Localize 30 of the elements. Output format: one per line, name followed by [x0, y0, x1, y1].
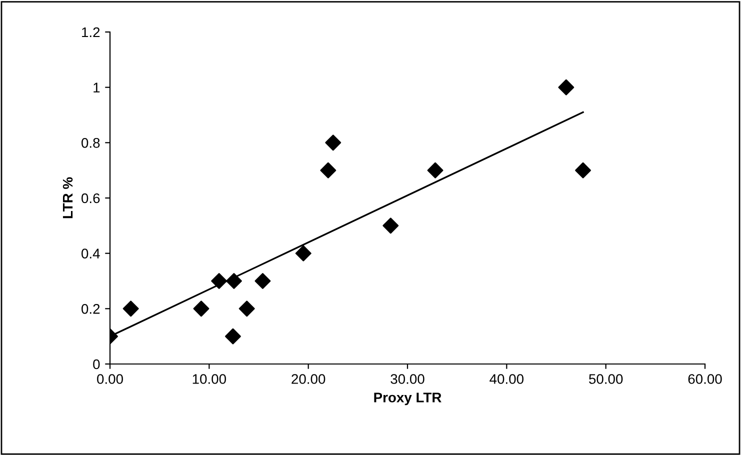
point [193, 300, 210, 317]
x-axis-title: Proxy LTR [374, 392, 442, 406]
y-axis-title: LTR % [62, 177, 73, 218]
point [427, 162, 444, 178]
y-tick-label: 0.2 [82, 304, 100, 314]
x-tick-label: 20.00 [292, 374, 326, 384]
point [558, 79, 574, 96]
x-tick-label: 0.00 [97, 374, 123, 384]
y-tick-label: 0 [93, 359, 100, 370]
point [211, 273, 228, 289]
point [226, 273, 242, 289]
x-tick-label: 10.00 [192, 374, 226, 384]
point [238, 300, 255, 317]
point [224, 328, 241, 344]
y-tick-label: 1 [94, 82, 100, 92]
x-tick-label: 60.00 [688, 374, 722, 384]
point [122, 300, 139, 317]
y-tick-label: 0.6 [82, 193, 100, 204]
point [320, 162, 336, 178]
y-tick-label: 0.8 [82, 138, 100, 148]
y-tick-label: 0.4 [82, 248, 100, 259]
x-tick-label: 40.00 [490, 374, 524, 384]
point [382, 218, 399, 234]
y-tick-label: 1.2 [82, 27, 100, 38]
point [575, 162, 592, 178]
point [325, 134, 342, 151]
x-tick-label: 50.00 [589, 374, 623, 384]
x-tick-label: 30.00 [390, 374, 424, 384]
point [254, 273, 271, 289]
point [295, 245, 312, 262]
